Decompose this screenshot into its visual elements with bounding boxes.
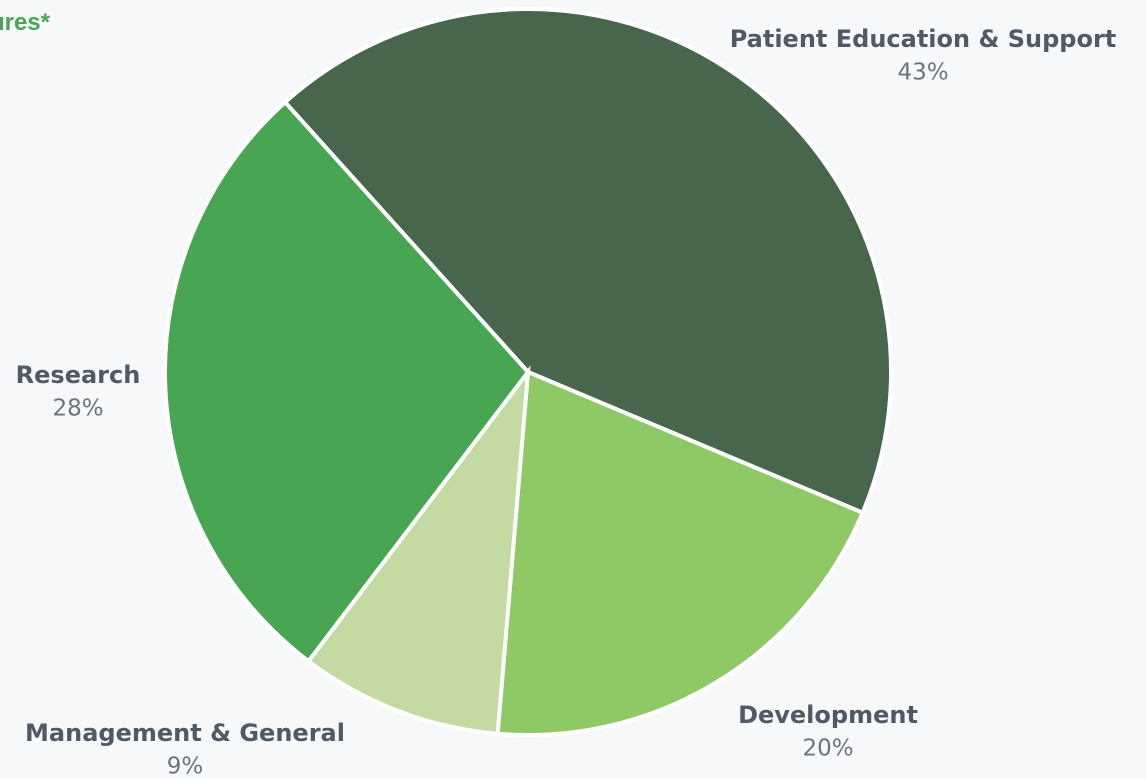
pie-slice: [282, 7, 893, 516]
slice-value-label: 28%: [52, 396, 103, 422]
chart-title: ures*: [0, 9, 51, 36]
slice-label: Patient Education & Support: [730, 25, 1117, 53]
slice-value-label: 20%: [802, 736, 853, 762]
pie-slice: [495, 369, 866, 737]
slice-label: Management & General: [25, 719, 345, 747]
pie-slice: [305, 365, 531, 736]
slice-value-label: 43%: [897, 60, 948, 86]
slice-label: Development: [738, 701, 918, 729]
slice-label: Research: [16, 361, 141, 389]
pie-slice: [163, 99, 531, 664]
slice-value-label: 9%: [167, 754, 204, 779]
